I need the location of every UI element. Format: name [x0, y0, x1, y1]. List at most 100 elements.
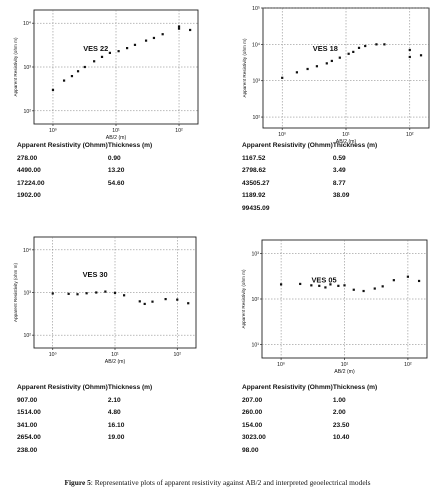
table-row: 260.00 2.00 — [242, 409, 377, 422]
data-point — [408, 48, 411, 52]
data-point — [392, 279, 395, 282]
table-header-cell: Thickness (m) — [107, 142, 153, 149]
data-point — [76, 293, 79, 296]
data-point — [419, 54, 423, 57]
x-tick-label: 10⁰ — [277, 362, 285, 368]
y-tick-label: 10² — [253, 115, 261, 121]
chart-title: VES 30 — [83, 270, 108, 279]
table-cell: 238.00 — [17, 446, 38, 454]
data-point — [299, 282, 302, 286]
data-point — [352, 50, 355, 53]
data-point — [85, 292, 88, 295]
table-cell: 2798.62 — [242, 167, 266, 175]
table-row: 907.00 2.10 — [17, 397, 152, 410]
data-point — [352, 288, 355, 291]
table-row: 3023.00 10.40 — [242, 434, 377, 447]
data-point — [152, 36, 156, 40]
table-row: 1514.00 4.80 — [17, 409, 152, 422]
data-point — [406, 275, 410, 278]
table-header-cell: Apparent Resistivity (Ohmm) — [17, 384, 108, 391]
chart-title: VES 05 — [312, 275, 337, 284]
table-cell: 16.10 — [107, 421, 125, 429]
table-cell: 1167.52 — [242, 154, 266, 162]
table-cell: 278.00 — [17, 154, 38, 162]
data-point — [417, 279, 421, 283]
chart-ves-22: 10⁰ 10¹ 10² 10² 10³ 10⁴ AB/2 (m) Apparent Resis… — [13, 9, 199, 141]
y-tick-label: 10⁴ — [252, 42, 260, 48]
data-point — [362, 289, 365, 293]
table-cell: 0.90 — [107, 154, 121, 162]
table-row: 1167.52 0.59 — [242, 155, 377, 168]
x-axis-label: AB/2 (m) — [106, 135, 127, 141]
data-point — [338, 56, 341, 59]
table-header-cell: Apparent Resistivity (Ohmm) — [242, 384, 333, 391]
data-point — [330, 59, 333, 63]
data-point — [176, 298, 179, 301]
data-point — [375, 43, 378, 46]
data-point — [408, 55, 411, 59]
data-point — [343, 284, 346, 287]
data-point — [113, 291, 117, 294]
table-cell: 260.00 — [242, 409, 263, 417]
data-point — [373, 287, 376, 290]
data-point — [143, 302, 146, 306]
y-tick-label: 10² — [24, 333, 32, 339]
x-tick-label: 10⁰ — [49, 128, 57, 134]
y-tick-label: 10⁴ — [23, 248, 31, 254]
caption-label: Figure 5 — [64, 478, 91, 487]
data-point — [51, 88, 55, 92]
data-point — [104, 290, 107, 293]
data-point — [67, 292, 70, 295]
table-cell: 17224.00 — [17, 179, 45, 187]
x-axis-label: AB/2 (m) — [334, 369, 355, 375]
data-point — [357, 46, 361, 49]
table-row: 238.00 — [17, 447, 152, 460]
table-cell: 1.00 — [332, 396, 346, 404]
table-cell: 54.60 — [107, 179, 125, 187]
table-cell: 207.00 — [242, 396, 263, 404]
x-tick-label: 10¹ — [112, 128, 120, 134]
data-point — [151, 300, 154, 303]
table-header-cell: Thickness (m) — [332, 384, 378, 391]
data-point — [95, 291, 98, 294]
table-cell: 3.49 — [332, 167, 346, 175]
table-header-row: Apparent Resistivity (Ohmm) Thickness (m) — [17, 142, 152, 155]
table-cell: 43505.27 — [242, 179, 270, 187]
data-point — [76, 70, 80, 73]
model-table-ves-18: Apparent Resistivity (Ohmm) Thickness (m)… — [242, 142, 377, 218]
data-point — [62, 79, 66, 82]
table-cell: 907.00 — [17, 396, 38, 404]
table-row: 99435.09 — [242, 205, 377, 218]
table-cell: 2.00 — [332, 409, 346, 417]
data-point — [310, 284, 313, 287]
x-tick-label: 10² — [406, 132, 414, 138]
chart-ves-18: 10⁰ 10¹ 10² 10² 10³ 10⁴ 10⁵ AB/2 (m) Apparent Re… — [242, 6, 430, 145]
y-tick-label: 10⁵ — [252, 6, 260, 12]
table-cell: 10.40 — [332, 434, 350, 442]
figure-caption: Figure 5: Representative plots of appare… — [0, 478, 435, 487]
table-row: 4490.00 13.20 — [17, 167, 152, 180]
data-point — [51, 292, 54, 295]
x-tick-label: 10¹ — [111, 352, 119, 358]
table-cell: 13.20 — [107, 167, 125, 175]
data-point — [318, 284, 321, 287]
data-point — [337, 284, 340, 287]
table-row: 278.00 0.90 — [17, 155, 152, 168]
table-cell: 4.80 — [107, 409, 121, 417]
data-point — [100, 55, 104, 59]
chart-ves-05: 10⁰ 10¹ 10² 10¹ 10² 10³ AB/2 (m) Apparent Resis… — [241, 239, 428, 375]
x-axis-label: AB/2 (m) — [336, 139, 357, 145]
x-axis-label: AB/2 (m) — [105, 359, 126, 365]
table-cell: 341.00 — [17, 421, 38, 429]
data-point — [364, 44, 367, 48]
table-row: 17224.00 54.60 — [17, 180, 152, 193]
y-tick-label: 10² — [24, 109, 32, 115]
y-tick-label: 10³ — [253, 79, 261, 85]
table-header-cell: Apparent Resistivity (Ohmm) — [17, 142, 108, 149]
data-point — [144, 39, 148, 42]
table-header-row: Apparent Resistivity (Ohmm) Thickness (m) — [242, 142, 377, 155]
y-tick-label: 10¹ — [252, 342, 260, 348]
model-table-ves-05: Apparent Resistivity (Ohmm) Thickness (m)… — [242, 384, 377, 460]
table-cell: 98.00 — [242, 446, 259, 454]
chart-title: VES 22 — [83, 44, 108, 53]
